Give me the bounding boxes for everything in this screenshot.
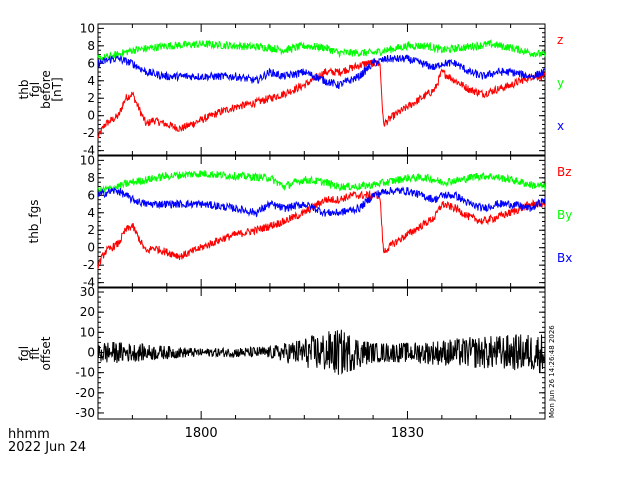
- y-axis-label: thb_fgs: [27, 199, 41, 243]
- x-axis-label: hhmm: [8, 427, 50, 442]
- x-tick-label: 1800: [185, 426, 218, 441]
- y-axis-label: fgl: [28, 82, 42, 97]
- legend-label: Bz: [557, 165, 572, 179]
- series-line-Bz: [97, 189, 546, 270]
- timestamp: Mon Jun 26 14:26:48 2026: [548, 325, 556, 418]
- y-tick-label: 8: [87, 171, 95, 185]
- y-tick-label: 10: [80, 153, 95, 167]
- y-tick-label: -10: [75, 366, 95, 380]
- legend-label: Bx: [557, 251, 572, 265]
- legend-label: z: [557, 33, 563, 47]
- series-line-By: [97, 170, 546, 195]
- y-tick-label: -2: [83, 258, 95, 272]
- y-tick-label: -4: [83, 276, 95, 290]
- x-axis-date: 2022 Jun 24: [8, 440, 86, 455]
- y-tick-label: 4: [87, 74, 95, 88]
- legend-label: y: [557, 76, 564, 90]
- y-tick-label: 30: [80, 285, 95, 299]
- y-tick-label: 6: [87, 188, 95, 202]
- y-tick-label: 0: [87, 241, 95, 255]
- legend-label: x: [557, 119, 564, 133]
- y-axis-label: [nT]: [50, 77, 64, 101]
- y-tick-label: 0: [87, 109, 95, 123]
- y-tick-label: 10: [80, 325, 95, 339]
- y-tick-label: 2: [87, 91, 95, 105]
- series-line-Bx: [98, 186, 546, 218]
- series-line-x: [97, 54, 546, 90]
- y-tick-label: 20: [80, 305, 95, 319]
- x-axis: 1800 1830: [97, 24, 546, 441]
- y-tick-label: -20: [75, 386, 95, 400]
- y-tick-label: 8: [87, 39, 95, 53]
- series-line-z: [97, 58, 546, 139]
- y-axis-label: offset: [39, 336, 53, 370]
- series-line-y: [97, 38, 546, 62]
- y-axis-label: thb: [17, 80, 31, 100]
- y-tick-label: 2: [87, 223, 95, 237]
- legend-label: By: [557, 208, 572, 222]
- y-axis-label: before: [39, 70, 53, 109]
- y-tick-label: -30: [75, 406, 95, 420]
- x-tick-label: 1830: [391, 426, 424, 441]
- y-tick-label: -2: [83, 126, 95, 140]
- y-tick-label: 4: [87, 206, 95, 220]
- series-line-offset: [97, 329, 546, 375]
- y-tick-label: 0: [87, 345, 95, 359]
- y-tick-label: 10: [80, 21, 95, 35]
- y-tick-label: -4: [83, 144, 95, 158]
- y-axis-label: flt: [28, 347, 42, 360]
- y-axis-label: fgl: [17, 346, 31, 361]
- y-tick-label: 6: [87, 56, 95, 70]
- panel-fgs: -4 -2 0 2 4 6 8 10 thb_fgs Bz By Bx: [27, 153, 572, 289]
